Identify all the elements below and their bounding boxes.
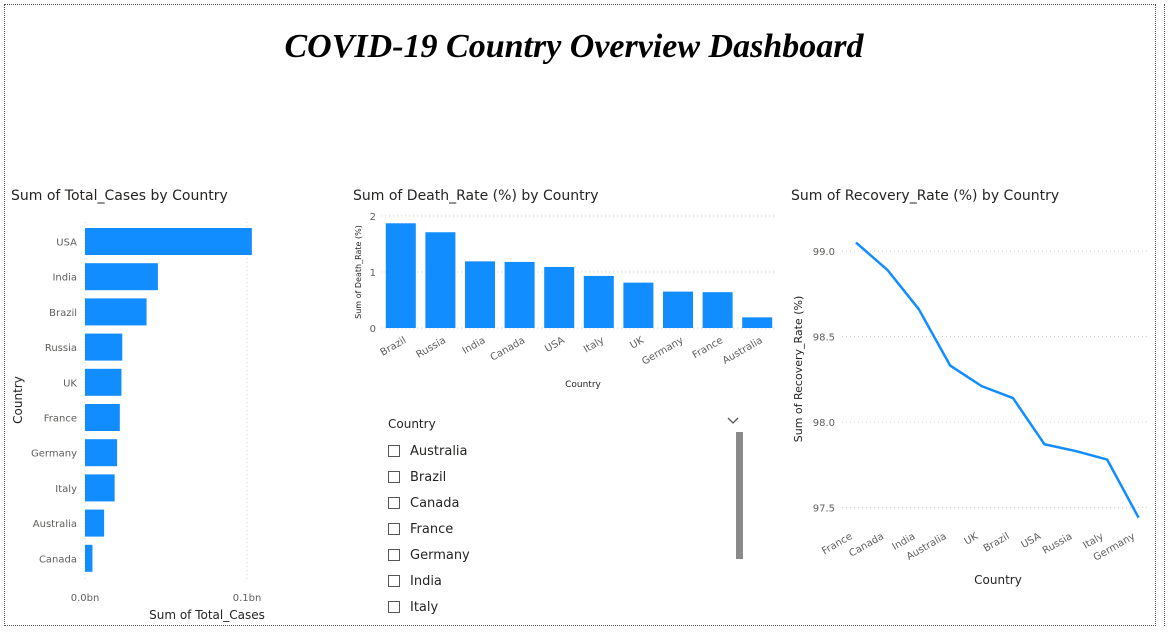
- x-axis-label: Country: [565, 380, 601, 390]
- point-india[interactable]: [916, 306, 922, 312]
- slicer-list: Australia Brazil Canada France Germany India I…: [388, 438, 470, 620]
- point-brazil[interactable]: [1010, 395, 1016, 401]
- x-tick-label: USA: [1019, 531, 1043, 551]
- slicer-item-label: Australia: [410, 443, 468, 459]
- slicer-item-label: France: [410, 521, 454, 537]
- column-india[interactable]: [465, 261, 495, 328]
- y-tick-label: 98.5: [813, 333, 835, 344]
- point-france[interactable]: [853, 240, 859, 246]
- slicer-item-france[interactable]: France: [388, 516, 470, 542]
- x-tick-label: UK: [963, 531, 981, 548]
- bar-germany[interactable]: [85, 439, 118, 467]
- bar-canada[interactable]: [85, 544, 93, 572]
- slicer-item-australia[interactable]: Australia: [388, 438, 470, 464]
- checkbox[interactable]: [388, 445, 400, 457]
- column-canada[interactable]: [504, 261, 535, 328]
- death-rate-column-chart[interactable]: 0 1 2 Brazil Russia India Canada USA Italy UK Germ…: [0, 0, 790, 634]
- checkbox[interactable]: [388, 575, 400, 587]
- total-cases-chart-title: Sum of Total_Cases by Country: [11, 188, 228, 204]
- point-germany[interactable]: [1136, 515, 1142, 521]
- y-axis-label: Country: [11, 376, 25, 424]
- slicer-item-italy[interactable]: Italy: [388, 594, 470, 620]
- slicer-scrollbar[interactable]: [736, 432, 743, 559]
- checkbox[interactable]: [388, 497, 400, 509]
- checkbox[interactable]: [388, 549, 400, 561]
- y-tick-label: 2: [370, 212, 376, 223]
- column-france[interactable]: [702, 292, 733, 328]
- point-uk[interactable]: [979, 383, 985, 389]
- y-tick-label: Germany: [31, 449, 77, 460]
- column-brazil[interactable]: [385, 223, 416, 328]
- x-tick-label: Russia: [1041, 531, 1074, 557]
- report-canvas: [4, 4, 1156, 626]
- y-tick-label: USA: [56, 238, 77, 249]
- slicer-item-label: Germany: [410, 547, 470, 563]
- bar-uk[interactable]: [85, 368, 122, 396]
- slicer-item-label: India: [410, 573, 442, 589]
- point-russia[interactable]: [1073, 448, 1079, 454]
- y-tick-label: Canada: [39, 554, 77, 565]
- bar-france[interactable]: [85, 404, 120, 431]
- column-italy[interactable]: [583, 275, 614, 328]
- total-cases-bar-chart[interactable]: 0.0bn 0.1bn USA India Brazil Russia UK France Ge…: [0, 0, 340, 634]
- y-tick-label: Australia: [33, 519, 77, 530]
- slicer-item-label: Brazil: [410, 469, 447, 485]
- y-axis-label: Sum of Recovery_Rate (%): [792, 296, 805, 443]
- column-russia[interactable]: [425, 232, 456, 328]
- canvas-edge: [1156, 4, 1165, 626]
- bar-brazil[interactable]: [85, 298, 147, 326]
- slicer-item-india[interactable]: India: [388, 568, 470, 594]
- y-tick-label: Russia: [45, 343, 77, 354]
- bar-russia[interactable]: [85, 333, 123, 361]
- x-tick-label: Brazil: [982, 531, 1012, 554]
- slicer-item-label: Canada: [410, 495, 460, 511]
- y-tick-label: 0: [370, 324, 376, 335]
- column-uk[interactable]: [623, 282, 654, 328]
- slicer-item-label: Italy: [410, 599, 439, 615]
- y-tick-label: 98.0: [813, 418, 835, 429]
- y-axis-label: Sum of Death_Rate (%): [354, 225, 363, 319]
- checkbox[interactable]: [388, 523, 400, 535]
- recovery-rate-chart-title: Sum of Recovery_Rate (%) by Country: [791, 188, 1060, 204]
- point-australia[interactable]: [947, 363, 953, 369]
- death-rate-chart-title: Sum of Death_Rate (%) by Country: [353, 188, 599, 204]
- y-tick-label: 1: [370, 268, 376, 279]
- y-tick-label: 99.0: [813, 247, 835, 258]
- slicer-header: Country: [388, 417, 436, 431]
- x-tick-label: 0.0bn: [71, 593, 100, 604]
- bar-usa[interactable]: [85, 228, 252, 255]
- x-tick-label: 0.1bn: [233, 593, 262, 604]
- recovery-rate-series-line[interactable]: [855, 241, 1140, 519]
- country-slicer[interactable]: Country Australia Brazil Canada France Germa…: [388, 412, 748, 617]
- checkbox[interactable]: [388, 471, 400, 483]
- column-germany[interactable]: [663, 291, 693, 328]
- slicer-item-germany[interactable]: Germany: [388, 542, 470, 568]
- column-australia[interactable]: [742, 317, 773, 328]
- dashboard-title: COVID-19 Country Overview Dashboard: [284, 28, 864, 65]
- slicer-item-brazil[interactable]: Brazil: [388, 464, 470, 490]
- y-tick-label: India: [52, 273, 77, 284]
- y-tick-label: Brazil: [49, 308, 77, 319]
- bar-australia[interactable]: [85, 509, 105, 537]
- x-axis-label: Country: [974, 573, 1022, 587]
- y-tick-label: Italy: [55, 484, 77, 495]
- point-italy[interactable]: [1104, 457, 1110, 463]
- bar-italy[interactable]: [85, 474, 115, 502]
- column-usa[interactable]: [544, 266, 575, 328]
- chevron-down-icon[interactable]: [726, 414, 740, 428]
- checkbox[interactable]: [388, 601, 400, 613]
- bar-india[interactable]: [85, 263, 158, 291]
- point-canada[interactable]: [884, 267, 890, 273]
- y-tick-label: France: [44, 414, 77, 425]
- y-tick-label: 97.5: [813, 503, 835, 514]
- point-usa[interactable]: [1041, 441, 1047, 447]
- x-axis-label: Sum of Total_Cases: [149, 608, 265, 622]
- x-tick-label: Canada: [847, 531, 885, 560]
- slicer-item-canada[interactable]: Canada: [388, 490, 470, 516]
- y-tick-label: UK: [63, 378, 77, 389]
